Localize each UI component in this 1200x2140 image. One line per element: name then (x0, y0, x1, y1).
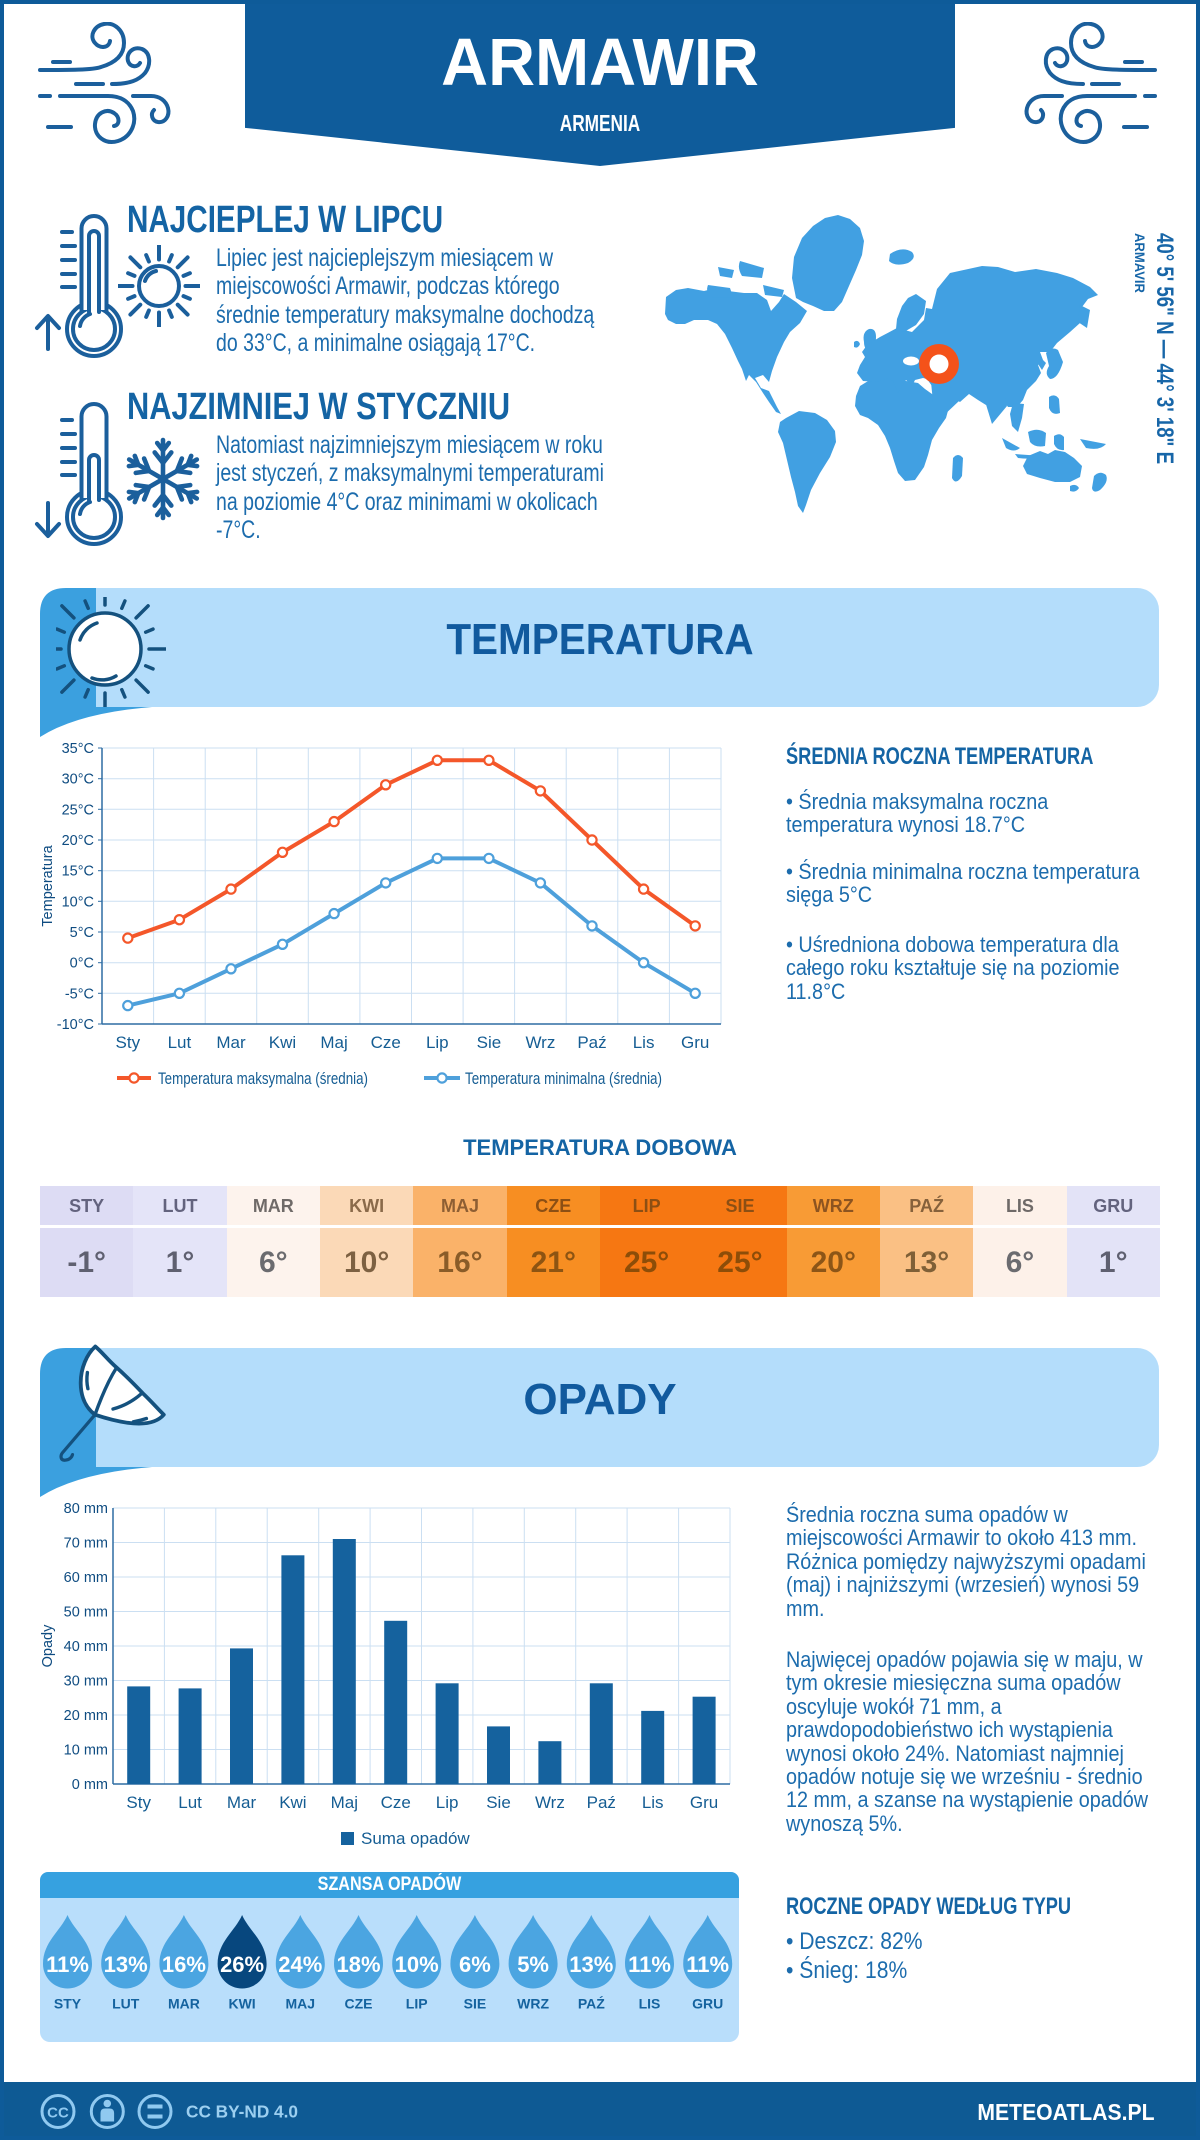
svg-text:10°C: 10°C (62, 894, 94, 910)
svg-text:5%: 5% (517, 1952, 549, 1977)
svg-text:80 mm: 80 mm (64, 1501, 108, 1517)
svg-text:Cze: Cze (381, 1793, 411, 1812)
svg-text:Mar: Mar (227, 1793, 257, 1812)
svg-text:Temperatura: Temperatura (40, 844, 56, 926)
svg-text:20°C: 20°C (62, 833, 94, 849)
svg-text:15°C: 15°C (62, 864, 94, 880)
svg-text:20 mm: 20 mm (64, 1708, 108, 1724)
svg-text:-10°C: -10°C (57, 1017, 94, 1033)
svg-text:CC BY-ND 4.0: CC BY-ND 4.0 (186, 2102, 298, 2122)
svg-text:Lip: Lip (436, 1793, 459, 1812)
svg-text:Opady: Opady (40, 1624, 56, 1667)
svg-text:-5°C: -5°C (65, 986, 94, 1002)
svg-text:Lis: Lis (642, 1793, 664, 1812)
svg-text:Paź: Paź (577, 1033, 606, 1052)
svg-text:25°C: 25°C (62, 802, 94, 818)
svg-text:Suma opadów: Suma opadów (361, 1829, 470, 1848)
svg-text:Lip: Lip (426, 1033, 449, 1052)
svg-text:Sty: Sty (116, 1033, 141, 1052)
svg-text:MAR: MAR (168, 1996, 200, 2012)
svg-text:LIS: LIS (639, 1996, 661, 2012)
svg-text:PAŹ: PAŹ (578, 1996, 605, 2012)
svg-text:30 mm: 30 mm (64, 1674, 108, 1690)
svg-text:Mar: Mar (216, 1033, 246, 1052)
svg-text:LIP: LIP (406, 1996, 428, 2012)
svg-text:Wrz: Wrz (535, 1793, 565, 1812)
svg-text:Lis: Lis (633, 1033, 655, 1052)
svg-text:KWI: KWI (228, 1996, 255, 2012)
svg-text:Paź: Paź (587, 1793, 616, 1812)
svg-text:24%: 24% (278, 1952, 322, 1977)
svg-text:11%: 11% (46, 1952, 89, 1977)
svg-text:Lut: Lut (178, 1793, 202, 1812)
svg-text:Temperatura minimalna (średnia: Temperatura minimalna (średnia) (465, 1069, 662, 1088)
svg-text:Kwi: Kwi (269, 1033, 296, 1052)
svg-text:11%: 11% (686, 1952, 729, 1977)
svg-text:11%: 11% (628, 1952, 671, 1977)
svg-text:Sie: Sie (486, 1793, 511, 1812)
svg-text:MAJ: MAJ (286, 1996, 316, 2012)
svg-text:40° 5' 56" N — 44° 3' 18" E: 40° 5' 56" N — 44° 3' 18" E (1151, 233, 1178, 464)
svg-text:Maj: Maj (331, 1793, 358, 1812)
svg-text:60 mm: 60 mm (64, 1570, 108, 1586)
svg-text:70 mm: 70 mm (64, 1536, 108, 1552)
svg-text:Gru: Gru (690, 1793, 718, 1812)
svg-text:16%: 16% (162, 1952, 206, 1977)
svg-text:GRU: GRU (692, 1996, 723, 2012)
svg-text:13%: 13% (104, 1952, 148, 1977)
svg-text:18%: 18% (336, 1952, 380, 1977)
svg-text:35°C: 35°C (62, 741, 94, 757)
svg-text:Kwi: Kwi (279, 1793, 306, 1812)
svg-text:ARMAVIR: ARMAVIR (1132, 233, 1147, 293)
svg-text:50 mm: 50 mm (64, 1605, 108, 1621)
svg-text:Cze: Cze (371, 1033, 401, 1052)
svg-text:STY: STY (54, 1996, 82, 2012)
svg-text:10%: 10% (395, 1952, 439, 1977)
svg-text:0 mm: 0 mm (72, 1777, 108, 1793)
svg-text:LUT: LUT (112, 1996, 140, 2012)
svg-text:Lut: Lut (168, 1033, 192, 1052)
svg-text:Sty: Sty (126, 1793, 151, 1812)
svg-text:30°C: 30°C (62, 772, 94, 788)
svg-text:40 mm: 40 mm (64, 1639, 108, 1655)
svg-text:Maj: Maj (320, 1033, 347, 1052)
svg-text:0°C: 0°C (70, 956, 94, 972)
svg-text:WRZ: WRZ (517, 1996, 549, 2012)
svg-text:SIE: SIE (464, 1996, 487, 2012)
svg-text:26%: 26% (220, 1952, 264, 1977)
svg-text:CC: CC (47, 2105, 69, 2122)
svg-text:Sie: Sie (477, 1033, 502, 1052)
svg-text:10 mm: 10 mm (64, 1743, 108, 1759)
svg-text:13%: 13% (569, 1952, 613, 1977)
svg-text:Temperatura maksymalna (średni: Temperatura maksymalna (średnia) (158, 1069, 368, 1088)
svg-text:Gru: Gru (681, 1033, 709, 1052)
svg-text:6%: 6% (459, 1952, 491, 1977)
svg-text:Wrz: Wrz (525, 1033, 555, 1052)
svg-text:5°C: 5°C (70, 925, 94, 941)
svg-text:CZE: CZE (345, 1996, 373, 2012)
